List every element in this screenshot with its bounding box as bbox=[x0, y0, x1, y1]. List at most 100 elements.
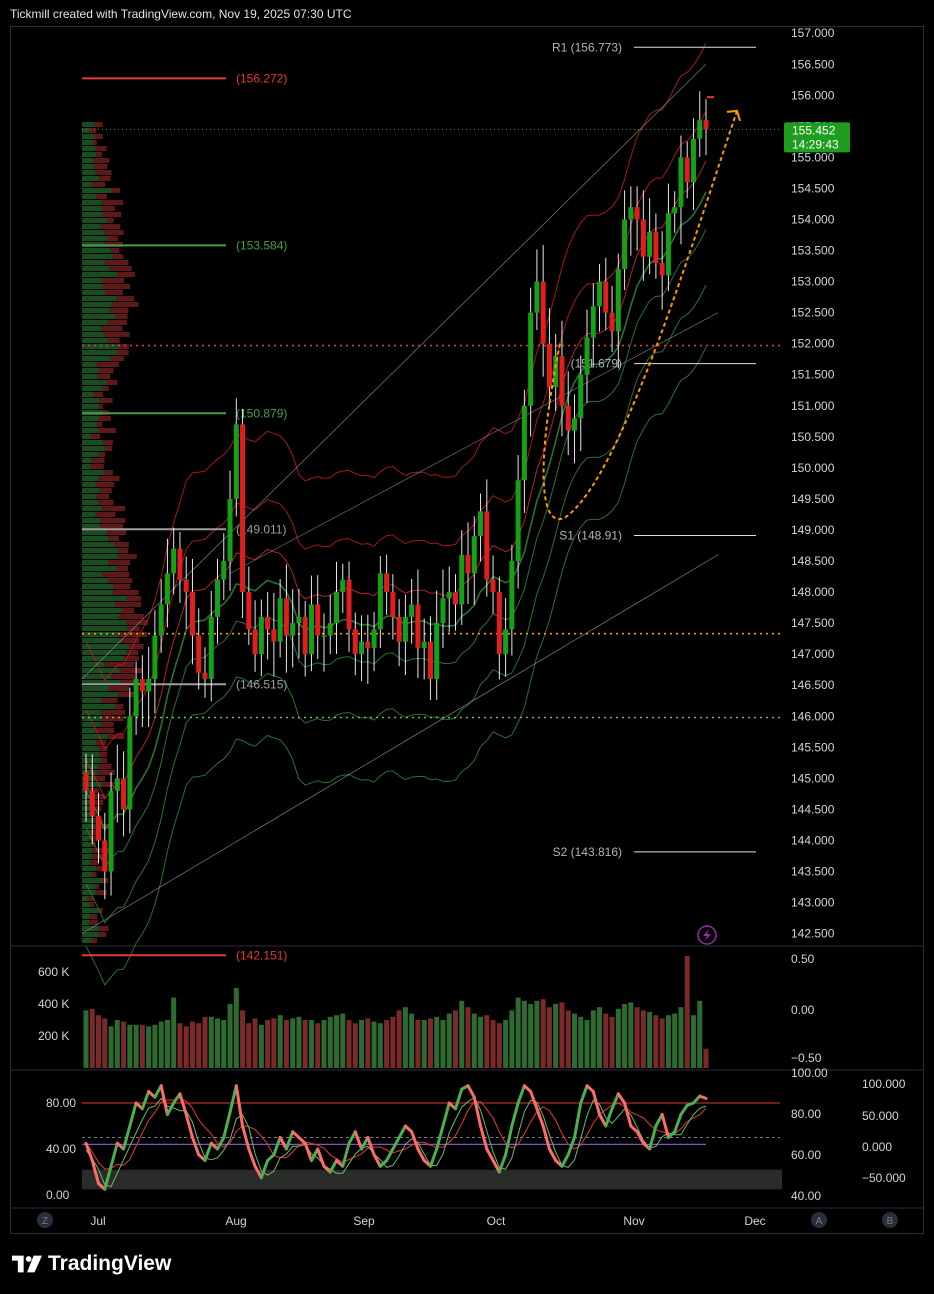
month-tick-label: Jul bbox=[90, 1214, 105, 1228]
projection-curve bbox=[544, 111, 737, 519]
profile-bar-buy bbox=[82, 872, 92, 877]
profile-bar-buy bbox=[82, 260, 105, 265]
volume-bar bbox=[528, 1004, 533, 1068]
candle-body bbox=[215, 580, 220, 617]
profile-bar-buy bbox=[82, 356, 109, 361]
profile-bar-buy bbox=[82, 452, 99, 457]
candle-body bbox=[503, 629, 508, 654]
profile-bar-buy bbox=[82, 632, 119, 637]
candle-body bbox=[196, 636, 201, 673]
profile-bar-sell bbox=[104, 230, 123, 235]
profile-bar-buy bbox=[82, 524, 100, 529]
profile-bar-sell bbox=[99, 926, 108, 931]
candle-body bbox=[591, 306, 596, 337]
volume-bar bbox=[434, 1017, 439, 1068]
profile-bar-sell bbox=[119, 632, 147, 637]
volume-bar bbox=[578, 1017, 583, 1068]
volume-bar bbox=[603, 1014, 608, 1068]
profile-bar-sell bbox=[117, 350, 129, 355]
profile-bar-buy bbox=[82, 818, 95, 823]
profile-bar-buy bbox=[82, 866, 96, 871]
profile-bar-buy bbox=[82, 200, 102, 205]
osc-main-segment bbox=[186, 1115, 192, 1138]
candle-body bbox=[484, 511, 489, 579]
candle-body bbox=[610, 313, 615, 332]
profile-bar-buy bbox=[82, 230, 104, 235]
profile-bar-sell bbox=[108, 236, 118, 241]
axis-button-label: B bbox=[887, 1216, 894, 1227]
profile-bar-sell bbox=[108, 536, 119, 541]
price-axis[interactable]: 157.000156.500156.000155.500155.000154.5… bbox=[707, 26, 850, 940]
horizontal-levels: (156.272)(153.584)(150.879)(149.011)(146… bbox=[82, 40, 780, 962]
profile-bar-sell bbox=[97, 770, 114, 775]
profile-bar-sell bbox=[97, 362, 119, 367]
candle-body bbox=[597, 282, 602, 307]
profile-bar-sell bbox=[108, 320, 127, 325]
profile-bar-sell bbox=[108, 560, 130, 565]
candle-body bbox=[202, 673, 207, 679]
profile-bar-buy bbox=[82, 314, 116, 319]
profile-bar-buy bbox=[82, 554, 118, 559]
profile-bar-sell bbox=[92, 872, 97, 877]
candle-body bbox=[334, 592, 339, 623]
profile-bar-sell bbox=[115, 704, 123, 709]
month-tick-label: Oct bbox=[487, 1214, 506, 1228]
profile-bar-buy bbox=[82, 578, 108, 583]
tradingview-logo[interactable]: TradingView bbox=[12, 1252, 171, 1276]
profile-bar-sell bbox=[109, 686, 129, 691]
band-line-3 bbox=[86, 192, 706, 830]
profile-bar-buy bbox=[82, 254, 113, 259]
profile-bar-buy bbox=[82, 434, 90, 439]
candle-body bbox=[253, 629, 258, 654]
profile-bar-buy bbox=[82, 614, 119, 619]
candle-body bbox=[140, 679, 145, 691]
volume-bar bbox=[628, 1002, 633, 1068]
profile-bar-buy bbox=[82, 386, 103, 391]
profile-bar-sell bbox=[105, 446, 113, 451]
oscillator-panel[interactable]: 80.00 40.00 0.00 100.00 80.00 60.00 40.00 100.0… bbox=[46, 1066, 906, 1203]
volume-bar bbox=[121, 1022, 126, 1068]
volume-panel[interactable]: 600 K 400 K 200 K 0.50 0.00 −0.50 bbox=[38, 952, 822, 1068]
profile-bar-sell bbox=[111, 674, 134, 679]
candle-body bbox=[547, 344, 552, 387]
profile-bar-buy bbox=[82, 164, 95, 169]
volume-bar bbox=[553, 1004, 558, 1068]
profile-bar-buy bbox=[82, 476, 99, 481]
candle-body bbox=[647, 232, 652, 257]
profile-bar-sell bbox=[94, 158, 110, 163]
volume-bar bbox=[547, 1007, 552, 1068]
profile-bar-buy bbox=[82, 752, 100, 757]
channel-lower-line bbox=[82, 555, 718, 934]
profile-bar-sell bbox=[91, 464, 104, 469]
volume-bar bbox=[152, 1025, 157, 1068]
osc-main-segment bbox=[612, 1094, 618, 1109]
time-axis[interactable]: Jul Aug Sep Oct Nov Dec Z A B bbox=[37, 1212, 898, 1228]
candle-body bbox=[296, 617, 301, 623]
profile-bar-buy bbox=[82, 380, 107, 385]
profile-bar-buy bbox=[82, 470, 105, 475]
profile-bar-sell bbox=[116, 314, 128, 319]
tradingview-logo-text: TradingView bbox=[48, 1252, 171, 1276]
profile-bar-buy bbox=[82, 440, 103, 445]
profile-bar-buy bbox=[82, 854, 92, 859]
osc-main-segment bbox=[506, 1126, 512, 1155]
axis-button-label: A bbox=[816, 1216, 823, 1227]
volume-bar bbox=[447, 1014, 452, 1068]
candlestick-series[interactable] bbox=[84, 91, 709, 899]
volume-bar bbox=[403, 1007, 408, 1068]
candle-body bbox=[290, 623, 295, 635]
volume-bar bbox=[641, 1010, 646, 1068]
profile-bar-sell bbox=[107, 380, 118, 385]
profile-bar-sell bbox=[89, 920, 98, 925]
profile-bar-buy bbox=[82, 710, 102, 715]
volume-bar bbox=[127, 1025, 132, 1068]
profile-bar-sell bbox=[122, 608, 135, 613]
profile-bar-sell bbox=[117, 272, 135, 277]
volume-tick-label: 400 K bbox=[38, 997, 69, 1011]
volume-bar bbox=[190, 1022, 195, 1068]
volume-bar bbox=[309, 1020, 314, 1068]
profile-bar-buy bbox=[82, 518, 101, 523]
volume-bar bbox=[534, 1001, 539, 1068]
profile-bar-sell bbox=[112, 188, 120, 193]
